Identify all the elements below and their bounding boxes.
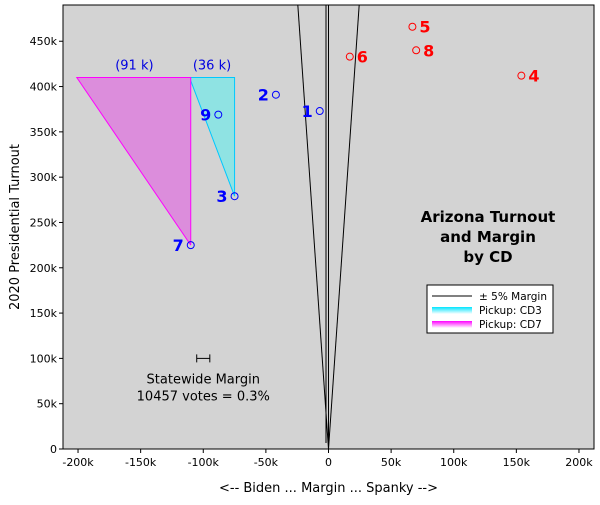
statewide-label-line-0: Statewide Margin: [147, 372, 260, 387]
district-4: 4: [517, 67, 540, 86]
legend-swatch-2: [432, 321, 472, 328]
district-point-6: [345, 52, 354, 61]
district-label-6: 6: [357, 48, 368, 67]
y-tick-label-5: 250k: [30, 216, 58, 229]
pickup-cd7: [75, 76, 192, 246]
district-label-1: 1: [302, 102, 313, 121]
district-label-3: 3: [216, 187, 227, 206]
district-label-9: 9: [200, 106, 211, 125]
district-label-2: 2: [258, 86, 269, 105]
district-label-5: 5: [419, 18, 430, 37]
district-point-5: [408, 22, 417, 31]
margin-line-right: [328, 5, 360, 449]
legend-swatch-1: [432, 307, 472, 314]
district-point-2: [271, 90, 280, 99]
chart-title-line-0: Arizona Turnout: [421, 208, 556, 226]
district-label-8: 8: [423, 41, 434, 60]
y-tick-label-3: 150k: [30, 307, 58, 320]
pickup-cd3: [188, 76, 236, 197]
district-label-7: 7: [173, 236, 184, 255]
y-tick-label-1: 50k: [37, 398, 58, 411]
district-8: 8: [412, 41, 434, 60]
x-tick-label-5: 50k: [381, 456, 402, 469]
pickup-label-cd7: (91 k): [115, 58, 153, 73]
x-tick-label-4: 0: [325, 456, 332, 469]
district-point-8: [412, 46, 421, 55]
y-tick-label-9: 450k: [30, 35, 58, 48]
x-axis-label: <-- Biden ... Margin ... Spanky -->: [219, 481, 438, 496]
legend: ± 5% Margin Pickup: CD3 Pickup: CD7: [426, 284, 554, 334]
y-axis-label: 2020 Presidential Turnout: [8, 144, 23, 310]
plot-content: (36 k) (91 k) 1 2 3 4 5 6 7 8 9 Statewide Margin 104…: [75, 5, 556, 449]
district-7: 7: [173, 236, 195, 255]
legend-label-0: ± 5% Margin: [479, 291, 547, 303]
district-2: 2: [258, 86, 280, 105]
pickup-label-cd3: (36 k): [193, 58, 231, 73]
district-3: 3: [216, 187, 239, 206]
x-tick-label-2: -100k: [188, 456, 220, 469]
legend-label-2: Pickup: CD7: [479, 319, 542, 331]
district-point-4: [517, 71, 526, 80]
district-point-3: [230, 192, 239, 201]
x-tick-label-0: -200k: [62, 456, 94, 469]
y-tick-label-2: 100k: [30, 352, 58, 365]
x-tick-label-8: 200k: [565, 456, 593, 469]
y-tick-label-0: 0: [50, 443, 57, 456]
x-tick-label-1: -150k: [125, 456, 157, 469]
x-tick-label-3: -50k: [254, 456, 279, 469]
district-point-9: [214, 110, 223, 119]
chart-title-line-1: and Margin: [440, 228, 536, 246]
district-point-7: [186, 241, 195, 250]
district-1: 1: [302, 102, 324, 121]
y-tick-label-7: 350k: [30, 126, 58, 139]
y-tick-label-6: 300k: [30, 171, 58, 184]
district-6: 6: [345, 48, 368, 67]
x-tick-label-7: 150k: [503, 456, 531, 469]
district-5: 5: [408, 18, 431, 37]
pickup-edge-cd3: [188, 76, 236, 197]
statewide-errorbar: [196, 354, 211, 363]
margin-line-left: [297, 5, 329, 449]
pickup-edge-cd7: [75, 76, 192, 246]
x-tick-label-6: 100k: [440, 456, 468, 469]
chart-title-line-2: by CD: [463, 248, 512, 266]
statewide-label-line-1: 10457 votes = 0.3%: [137, 389, 270, 404]
y-tick-label-4: 200k: [30, 262, 58, 275]
district-label-4: 4: [528, 67, 539, 86]
legend-label-1: Pickup: CD3: [479, 305, 542, 317]
district-point-1: [315, 107, 324, 116]
district-9: 9: [200, 106, 223, 125]
y-tick-label-8: 400k: [30, 81, 58, 94]
